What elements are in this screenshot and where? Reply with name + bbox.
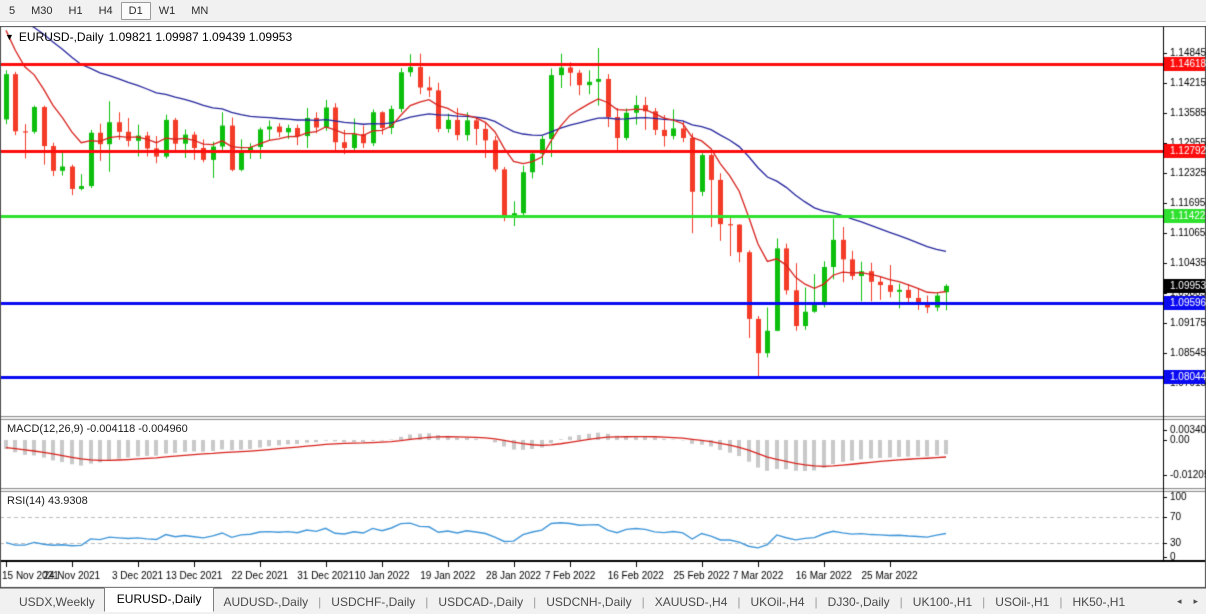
tab-dj30-daily[interactable]: DJ30-,Daily [827,594,890,609]
tab-audusd-daily[interactable]: AUDUSD-,Daily [223,594,309,609]
timeframe-button-m30[interactable]: M30 [31,4,53,17]
tab-separator: | [1059,594,1063,609]
tab-scroll-left-icon[interactable]: ◂ [1176,596,1182,606]
tab-usdx-weekly[interactable]: USDX,Weekly [19,594,95,609]
timeframe-button-h1[interactable]: H1 [68,4,83,17]
tab-usoil-h1[interactable]: USOil-,H1 [995,594,1050,609]
tab-usdcad-daily[interactable]: USDCAD-,Daily [438,594,524,609]
tab-separator: | [814,594,818,609]
tab-separator: | [641,594,645,609]
chart-title: ▼ EURUSD-,Daily 1.09821 1.09987 1.09439 … [5,30,292,44]
timeframe-button-d1[interactable]: D1 [120,1,151,20]
timeframe-toolbar: 5 M30 H1 H4 D1 W1 MN [0,0,1206,22]
tab-scroll-right-icon[interactable]: ▸ [1193,596,1198,606]
tab-eurusd-daily[interactable]: EURUSD-,Daily [103,587,215,612]
timeframe-button-h4[interactable]: H4 [98,4,113,17]
tab-usdcnh-daily[interactable]: USDCNH-,Daily [546,594,632,609]
tab-uk100-h1[interactable]: UK100-,H1 [912,594,973,609]
timeframe-button-5[interactable]: 5 [9,4,16,17]
tab-separator: | [737,594,741,609]
tab-separator: | [425,594,429,609]
chart-ohlc-values: 1.09821 1.09987 1.09439 1.09953 [108,30,293,44]
tab-separator: | [982,594,986,609]
chart-tab-bar: USDX,Weekly EURUSD-,Daily AUDUSD-,Daily | US… [0,587,1206,614]
tab-separator: | [899,594,903,609]
macd-indicator-label: MACD(12,26,9) -0.004118 -0.004960 [7,423,188,435]
dropdown-arrow-icon[interactable]: ▼ [5,31,14,42]
chart-canvas[interactable] [0,26,1206,588]
tab-separator: | [318,594,322,609]
timeframe-button-mn[interactable]: MN [191,4,209,17]
tab-usdchf-daily[interactable]: USDCHF-,Daily [331,594,416,609]
tab-separator: | [533,594,537,609]
timeframe-button-w1[interactable]: W1 [158,4,176,17]
rsi-indicator-label: RSI(14) 43.9308 [7,495,88,507]
tab-ukoil-h4[interactable]: UKOil-,H4 [750,594,805,609]
tab-hk50-h1[interactable]: HK50-,H1 [1072,594,1126,609]
chart-area: ▼ EURUSD-,Daily 1.09821 1.09987 1.09439 … [0,26,1206,588]
tab-xauusd-h4[interactable]: XAUUSD-,H4 [654,594,728,609]
tab-scroll-controls: ◂ ▸ [1177,596,1206,607]
chart-symbol-label: EURUSD-,Daily [18,30,104,44]
